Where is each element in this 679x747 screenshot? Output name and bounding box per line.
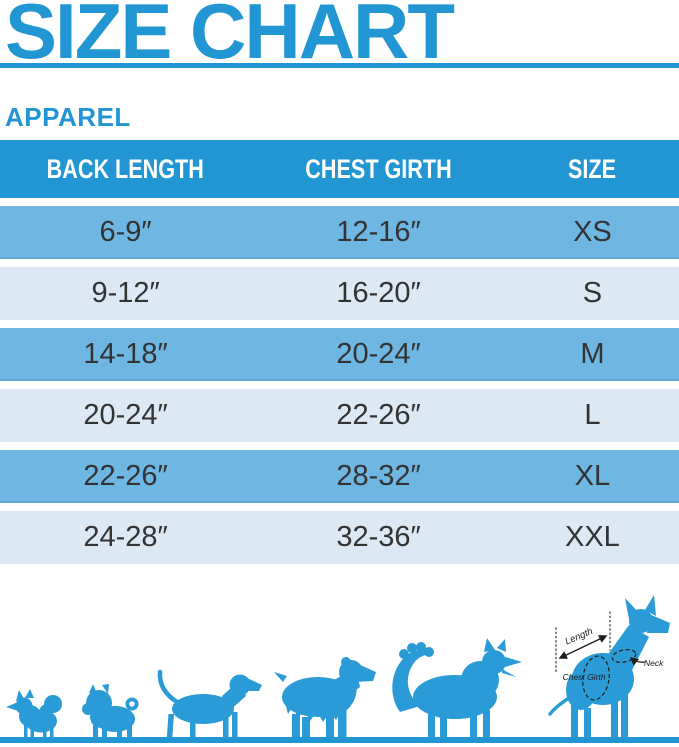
cell-back-length: 14-18″	[83, 338, 168, 370]
ground-line	[0, 737, 679, 743]
cell-back-length: 22-26″	[83, 460, 168, 492]
cell-size: S	[582, 277, 603, 309]
cell-chest-girth: 32-36″	[336, 521, 421, 553]
cell-chest-girth: 28-32″	[336, 460, 421, 492]
dog-husky-icon	[392, 638, 522, 738]
size-row-xxl: 24-28″ 32-36″ XXL	[0, 511, 679, 564]
chest-girth-label: Chest Girth	[563, 672, 606, 682]
chest-girth-ellipse	[582, 655, 610, 701]
section-title: APPAREL	[5, 102, 131, 132]
cell-back-length: 9-12″	[91, 277, 160, 309]
cell-back-length: 6-9″	[99, 216, 152, 248]
cell-chest-girth: 16-20″	[336, 277, 421, 309]
cell-size: M	[580, 338, 605, 370]
dog-cocker-spaniel-icon	[274, 657, 376, 737]
table-header-row: BACK LENGTH CHEST GIRTH SIZE	[0, 140, 679, 198]
cell-chest-girth: 12-16″	[336, 216, 421, 248]
cell-chest-girth: 22-26″	[336, 399, 421, 431]
header-back-length: BACK LENGTH	[47, 154, 205, 184]
size-row-xs: 6-9″ 12-16″ XS	[0, 206, 679, 259]
cell-back-length: 24-28″	[83, 521, 168, 553]
dog-pomeranian-icon	[6, 689, 62, 738]
dog-size-diagram: Length Chest Girth Neck	[0, 595, 679, 743]
size-row-l: 20-24″ 22-26″ L	[0, 389, 679, 442]
size-table: BACK LENGTH CHEST GIRTH SIZE 6-9″ 12-16″…	[0, 140, 679, 564]
header-chest-girth: CHEST GIRTH	[305, 154, 452, 184]
header-size: SIZE	[568, 154, 617, 184]
dog-great-dane-icon	[548, 595, 670, 738]
size-row-m: 14-18″ 20-24″ M	[0, 328, 679, 381]
cell-size: XS	[573, 216, 612, 248]
neck-arrow	[629, 656, 646, 666]
neck-ellipse	[611, 649, 637, 663]
cell-chest-girth: 20-24″	[336, 338, 421, 370]
dog-pug-icon	[82, 684, 139, 738]
cell-size: XXL	[565, 521, 620, 553]
cell-back-length: 20-24″	[83, 399, 168, 431]
cell-size: L	[584, 399, 601, 431]
title-underline	[0, 63, 679, 68]
cell-size: XL	[574, 460, 611, 492]
size-row-s: 9-12″ 16-20″ S	[0, 267, 679, 320]
neck-label: Neck	[644, 658, 664, 668]
dog-beagle-icon	[157, 669, 262, 738]
size-row-xl: 22-26″ 28-32″ XL	[0, 450, 679, 503]
page-title: SIZE CHART	[5, 0, 455, 75]
dog-tail	[548, 692, 576, 716]
length-arrow	[558, 635, 608, 659]
